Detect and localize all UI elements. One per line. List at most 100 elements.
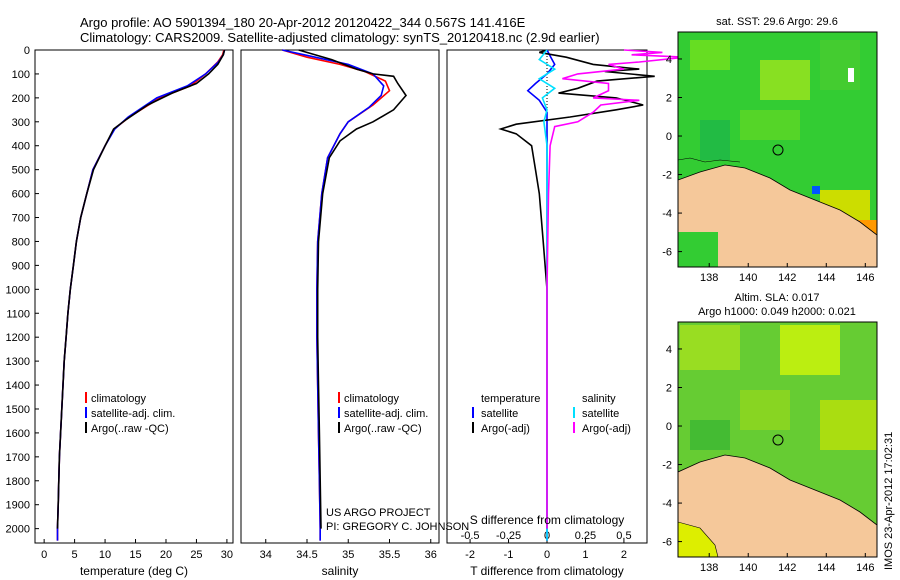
depth-tick-label: 1100 [6,308,30,320]
series-argo-raw-qc- [56,49,226,529]
x-tick-label: 34 [260,549,272,561]
series-satellite-adj-clim- [56,49,226,541]
map-x-tick-label: 140 [739,272,757,284]
sla-map-area [678,322,877,557]
legend-swatch-climatology [338,392,340,403]
title-line-1: Argo profile: AO 5901394_180 20-Apr-2012… [80,15,526,30]
x-tick-label: 0 [41,549,47,561]
sst-map-frame [677,31,878,268]
x-tick-label: 30 [221,549,233,561]
s-tick-label: -0.5 [461,530,480,542]
x-tick-label: 2 [621,549,627,561]
sla-map-title: Altim. SLA: 0.017 [735,292,820,304]
legend-label-climatology: climatology [344,393,400,405]
temperature-legend: climatology satellite-adj. clim. Argo(..… [85,392,175,435]
sst-land-corner [678,232,718,267]
sst-map-area [678,32,877,267]
legend-label-climatology: climatology [91,393,147,405]
depth-tick-label: 1000 [6,284,30,296]
map-x-tick-label: 146 [856,562,874,574]
depth-tick-label: 900 [12,260,30,272]
depth-tick-label: 300 [12,117,30,129]
x-tick-label: 0 [544,549,550,561]
x-tick-label: 15 [129,549,141,561]
difference-legend-left: temperature satellite Argo(-adj) [472,393,540,435]
sla-patch-2 [780,325,840,375]
sla-patch-1 [680,325,740,370]
sst-map-panel: sat. SST: 29.6 Argo: 29.6 138 140 142 144 14… [662,16,878,284]
project-annotation: US ARGO PROJECT [326,507,431,519]
footer-stamp: IMOS 23-Apr-2012 17:02:31 [883,432,895,570]
series-climatology [56,49,225,541]
t-difference-tick-labels: -2 -1 0 1 2 [465,539,627,561]
series-t-satellite [526,49,556,541]
x-tick-label: 1 [582,549,588,561]
depth-tick-label: 700 [12,213,30,225]
difference-legend-right: salinity satellite Argo(-adj) [573,393,631,435]
x-tick-label: 20 [160,549,172,561]
legend-swatch-satellite [85,407,87,418]
depth-tick-label: 200 [12,93,30,105]
sla-map-subtitle: Argo h1000: 0.049 h2000: 0.021 [698,306,856,318]
map-y-tick-label: 2 [666,382,672,394]
map-y-tick-label: -2 [662,170,672,182]
t-difference-xlabel: T difference from climatology [470,564,624,578]
depth-tick-label: 1400 [6,380,30,392]
legend-swatch-argo [85,422,87,433]
depth-tick-labels: 0 100 200 300 400 500 600 700 800 900 1000 1100 1200… [6,45,39,536]
sla-map-frame [677,321,878,558]
legend-label-t-satellite: satellite [481,408,518,420]
x-tick-label: 35.5 [379,549,400,561]
sst-land-south [678,164,877,267]
legend-swatch-t-argo [472,422,474,433]
legend-label-satellite: satellite-adj. clim. [91,408,175,420]
depth-tick-label: 0 [24,45,30,57]
depth-tick-label: 1900 [6,500,30,512]
legend-label-t-argo: Argo(-adj) [481,423,530,435]
pi-annotation: PI: GREGORY C. JOHNSON [326,521,469,533]
x-tick-label: -2 [465,549,475,561]
sla-corner-yellow [678,521,719,557]
sla-land-south [678,454,877,557]
map-x-tick-label: 142 [778,272,796,284]
depth-tick-label: 600 [12,189,30,201]
s-tick-label: 0.25 [575,530,596,542]
depth-tick-label: 1800 [6,476,30,488]
legend-swatch-argo [338,422,340,433]
map-y-tick-label: 2 [666,92,672,104]
sst-patch-2 [760,60,810,100]
map-x-tick-label: 138 [700,272,718,284]
sst-patch-9 [848,68,854,82]
series-t-argo-adj- [498,49,655,529]
depth-tick-label: 1600 [6,428,30,440]
legend-swatch-climatology [85,392,87,403]
map-y-tick-label: 4 [666,54,672,66]
depth-tick-label: 1700 [6,452,30,464]
map-y-tick-label: 0 [666,131,672,143]
x-tick-label: 36 [425,549,437,561]
temperature-tick-labels: 0 5 10 15 20 25 30 [41,539,233,561]
s-tick-label: -0.25 [496,530,521,542]
series-climatology [282,49,391,541]
salinity-tick-labels: 34 34.5 35 35.5 36 [260,539,437,561]
temperature-xlabel: temperature (deg C) [80,564,188,578]
map-x-tick-label: 144 [817,562,835,574]
depth-tick-label: 1500 [6,404,30,416]
depth-tick-label: 1200 [6,332,30,344]
sst-map-title: sat. SST: 29.6 Argo: 29.6 [716,16,838,28]
legend-label-argo: Argo(..raw -QC) [344,423,422,435]
x-tick-label: 5 [72,549,78,561]
sla-patch-3 [740,390,790,430]
map-x-tick-label: 144 [817,272,835,284]
sla-map-ticks: 138 140 142 144 146 4 2 0 -2 -4 -6 [662,344,874,574]
temperature-frame [34,49,234,544]
sst-patch-1 [690,40,730,70]
map-x-tick-label: 138 [700,562,718,574]
series-argo-raw-qc- [298,49,408,529]
x-tick-label: 35 [342,549,354,561]
s-difference-tick-labels: -0.5 -0.25 0 0.25 0.5 [461,530,632,542]
depth-tick-label: 1300 [6,356,30,368]
map-y-tick-label: -6 [662,247,672,259]
map-y-tick-label: -2 [662,460,672,472]
